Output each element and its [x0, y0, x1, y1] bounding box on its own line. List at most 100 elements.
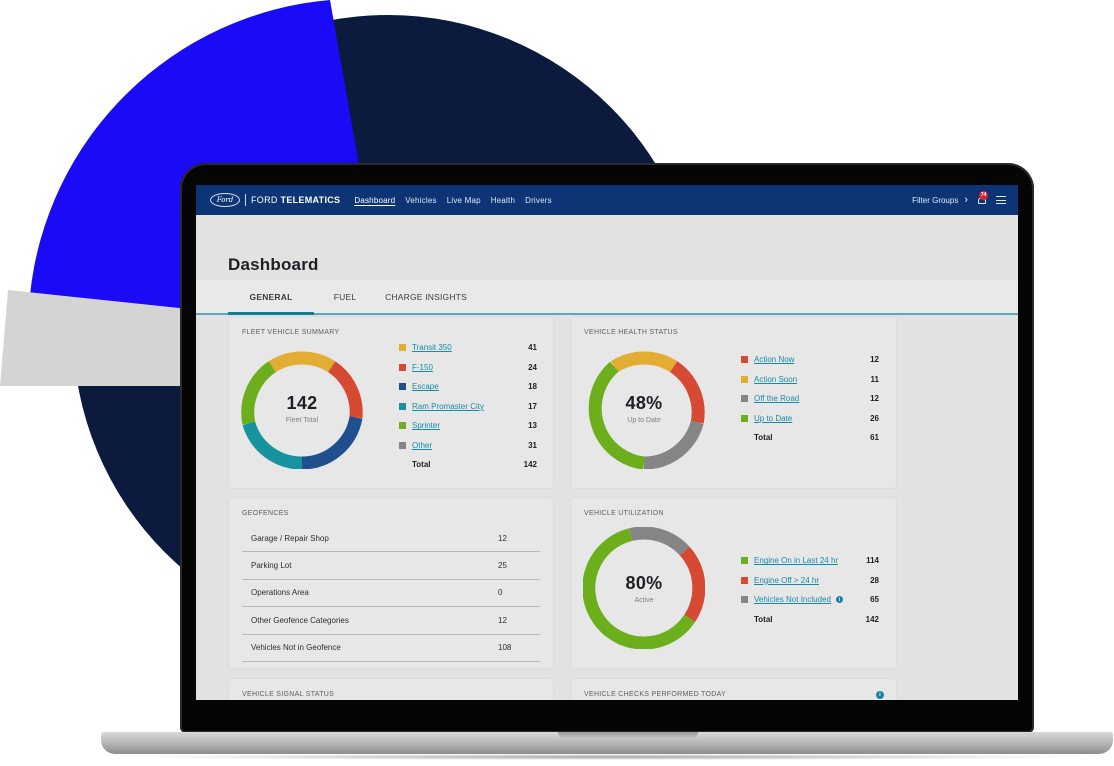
legend-link-up-to-date[interactable]: Up to Date [754, 413, 793, 423]
legend-link-action-soon[interactable]: Action Soon [754, 374, 798, 384]
legend-link-ram-promaster-city[interactable]: Ram Promaster City [412, 401, 485, 411]
nav-links: Dashboard Vehicles Live Map Health Drive… [354, 196, 551, 205]
legend-link-escape[interactable]: Escape [412, 382, 439, 392]
page-title: Dashboard [228, 255, 319, 274]
top-nav: Ford FORD TELEMATICS Dashboard Vehicles … [196, 185, 1018, 215]
swatch-other [399, 441, 406, 449]
card-title: VEHICLE CHECKS PERFORMED TODAY [584, 691, 727, 698]
legend-row: Up to Date 26 [741, 409, 879, 429]
swatch-action-now [741, 356, 748, 364]
card-title: VEHICLE HEALTH STATUS [584, 329, 678, 336]
geofence-value: 108 [498, 643, 512, 653]
legend-link-sprinter[interactable]: Sprinter [412, 421, 441, 431]
geofence-label: Parking Lot [251, 561, 292, 571]
brand-prefix: FORD [251, 195, 278, 205]
total-label: Total [754, 433, 773, 443]
legend-link-action-now[interactable]: Action Now [754, 355, 795, 365]
geofence-value: 12 [498, 615, 507, 625]
legend-link-off-the-road[interactable]: Off the Road [754, 394, 800, 404]
tab-bar: GENERAL FUEL CHARGE INSIGHTS [196, 280, 1018, 315]
geofence-row[interactable]: Vehicles Not in Geofence 108 [242, 635, 540, 662]
donut-center: 142 Fleet Total [241, 347, 363, 469]
legend-count: 18 [528, 382, 537, 392]
info-icon[interactable]: i [876, 691, 884, 699]
swatch-sprinter [399, 422, 406, 430]
brand-title: FORD TELEMATICS [251, 195, 340, 205]
legend-link-vehicles-not-included[interactable]: Vehicles Not Included [754, 595, 831, 605]
geofence-value: 12 [498, 533, 507, 543]
laptop-shadow [120, 754, 1095, 760]
tab-charge-insights[interactable]: CHARGE INSIGHTS [385, 291, 467, 302]
notifications-button[interactable]: 74 [977, 191, 988, 206]
geofence-row[interactable]: Operations Area 0 [242, 580, 540, 608]
geofence-label: Vehicles Not in Geofence [251, 643, 341, 653]
geofence-row[interactable]: Garage / Repair Shop 12 [242, 525, 540, 553]
swatch-escape [399, 383, 406, 391]
donut-ring [241, 351, 363, 470]
legend-total-row: Total 61 [741, 428, 879, 448]
nav-dashboard[interactable]: Dashboard [354, 195, 396, 205]
fleet-total-value: 142 [286, 392, 318, 413]
geofence-row[interactable]: Parking Lot 25 [242, 552, 540, 580]
legend-link-f-150[interactable]: F-150 [412, 362, 433, 372]
tab-general[interactable]: GENERAL [249, 291, 293, 302]
swatch-transit-350 [399, 344, 406, 352]
geofences-table: Garage / Repair Shop 12 Parking Lot 25 O… [242, 525, 540, 662]
legend-count: 24 [528, 362, 537, 372]
geofence-label: Other Geofence Categories [251, 615, 349, 625]
legend-count: 12 [870, 394, 879, 404]
health-donut-chart[interactable]: 48% Up to Date [583, 347, 705, 470]
donut-center: 80% Active [583, 527, 705, 649]
tab-fuel[interactable]: FUEL [333, 291, 357, 302]
geofence-row[interactable]: Other Geofence Categories 12 [242, 607, 540, 635]
brand-separator [245, 194, 246, 206]
legend-count: 65 [870, 595, 879, 605]
donut-center: 48% Up to Date [583, 347, 705, 469]
geofence-value: 0 [498, 588, 503, 598]
legend-link-other[interactable]: Other [412, 440, 433, 450]
swatch-not-included [741, 596, 748, 604]
nav-health[interactable]: Health [490, 195, 516, 205]
filter-groups-button[interactable]: Filter Groups › [912, 194, 968, 206]
page-header: Dashboard [196, 215, 1018, 280]
legend-row: Sprinter 13 [399, 416, 537, 436]
app-screen: Ford FORD TELEMATICS Dashboard Vehicles … [196, 185, 1018, 700]
legend-row: Action Soon 11 [741, 370, 879, 390]
legend-count: 31 [528, 440, 537, 450]
donut-ring [582, 526, 706, 650]
nav-live-map[interactable]: Live Map [446, 195, 481, 205]
utilization-donut-chart[interactable]: 80% Active [582, 526, 706, 650]
legend-count: 17 [528, 401, 537, 411]
total-value: 142 [865, 614, 879, 624]
geofence-label: Garage / Repair Shop [251, 533, 329, 543]
nav-drivers[interactable]: Drivers [525, 195, 552, 205]
utilization-legend: Engine On in Last 24 hr 114 Engine Off >… [741, 551, 879, 629]
swatch-action-soon [741, 375, 748, 383]
fleet-summary-card: FLEET VEHICLE SUMMARY 142 Fleet Total Tr… [229, 317, 553, 488]
laptop-notch [558, 732, 698, 739]
total-label: Total [754, 614, 773, 624]
nav-vehicles[interactable]: Vehicles [405, 195, 437, 205]
menu-icon[interactable] [996, 196, 1006, 204]
legend-count: 11 [870, 374, 879, 384]
donut-ring [588, 351, 705, 470]
geofence-value: 25 [498, 561, 507, 571]
legend-row: Off the Road 12 [741, 389, 879, 409]
legend-row: Ram Promaster City 17 [399, 397, 537, 417]
card-title: FLEET VEHICLE SUMMARY [242, 329, 340, 336]
utilization-percent: 80% [625, 572, 663, 593]
chevron-right-icon: › [964, 194, 968, 206]
info-icon[interactable]: i [835, 596, 843, 604]
ford-logo[interactable]: Ford [210, 193, 240, 207]
legend-link-engine-off[interactable]: Engine Off > 24 hr [754, 575, 820, 585]
geofence-label: Operations Area [251, 588, 309, 598]
legend-link-transit-350[interactable]: Transit 350 [412, 343, 452, 353]
swatch-engine-off [741, 576, 748, 584]
swatch-up-to-date [741, 414, 748, 422]
health-percent: 48% [625, 392, 663, 413]
health-percent-label: Up to Date [627, 416, 661, 424]
filter-groups-label: Filter Groups [912, 195, 959, 205]
fleet-donut-chart[interactable]: 142 Fleet Total [241, 347, 363, 470]
legend-link-engine-on[interactable]: Engine On in Last 24 hr [754, 556, 839, 566]
swatch-ram-promaster [399, 402, 406, 410]
